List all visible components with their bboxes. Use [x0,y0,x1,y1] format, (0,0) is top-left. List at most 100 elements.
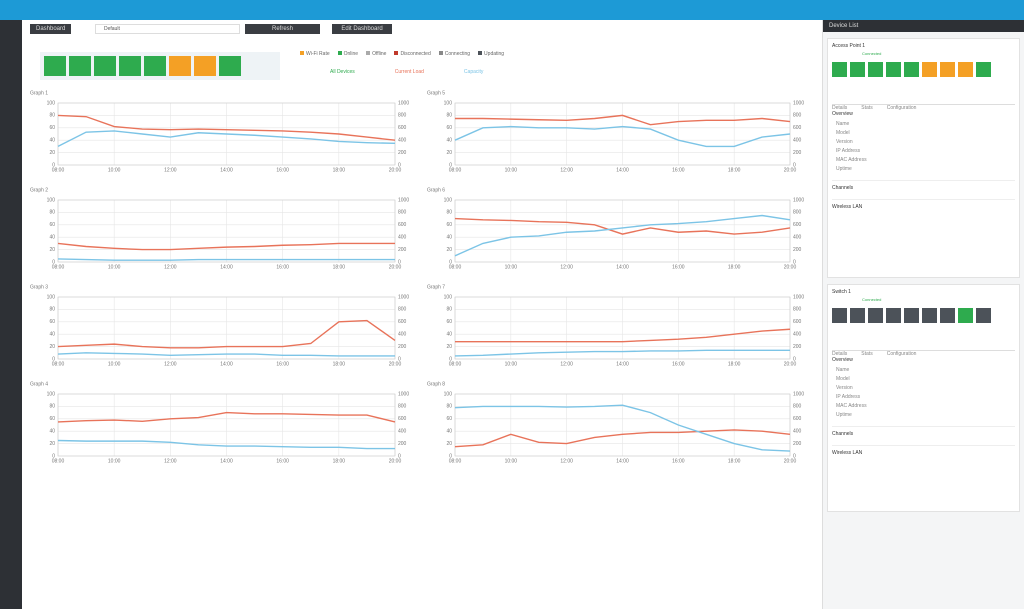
plot-frame [454,199,791,263]
y2-tick-label: 600 [398,319,407,325]
y-tick-label: 40 [446,138,452,144]
y-tick-label: 0 [449,259,452,265]
x-tick-label: 20:00 [389,458,402,464]
x-tick-label: 10:00 [505,361,518,367]
device-tabs: Details Stats Configuration [832,96,1015,111]
series-line [454,125,791,148]
x-tick-label: 18:00 [728,264,741,270]
y2-tick-label: 200 [793,150,802,156]
field-label: Uptime [836,412,852,418]
tab[interactable]: Details [832,105,848,111]
panel-title: Device List [823,20,1024,32]
x-tick-label: 10:00 [505,167,518,173]
x-tick-label: 12:00 [164,458,177,464]
legend-label: Updating [484,51,505,57]
x-tick-label: 14:00 [220,167,233,173]
y2-tick-label: 200 [398,344,407,350]
x-tick-label: 16:00 [672,458,685,464]
chart-legend-label: Capacity [463,69,484,75]
plot-frame [57,296,396,360]
chart-legend-label: All Devices [330,69,355,75]
field-label: Version [836,385,853,391]
y2-tick-label: 200 [793,344,802,350]
x-tick-label: 08:00 [449,361,462,367]
plot-frame [57,393,396,457]
x-tick-label: 08:00 [52,458,65,464]
y-tick-label: 20 [446,150,452,156]
y-tick-label: 80 [446,210,452,216]
y2-tick-label: 800 [793,210,802,216]
y-tick-label: 80 [49,307,55,313]
tab[interactable]: Details [832,351,848,357]
port-tile [868,308,883,323]
x-tick-label: 16:00 [672,167,685,173]
section-link[interactable]: Wireless LAN [832,445,1015,456]
chart-title: Graph 5 [427,90,445,96]
plot-frame [454,296,791,360]
tab[interactable]: Stats [861,351,873,357]
y2-tick-label: 400 [793,235,802,241]
y-tick-label: 0 [52,259,55,265]
legend-label: Wi-Fi Rate [306,51,330,57]
series-line [454,349,790,357]
y-tick-label: 20 [446,247,452,253]
y2-tick-label: 1000 [793,294,804,300]
y-tick-label: 0 [52,162,55,168]
section-link[interactable]: Channels [832,180,1015,191]
x-tick-label: 20:00 [784,264,797,270]
x-tick-label: 10:00 [505,264,518,270]
port-tile [904,62,919,77]
device-tabs: Details Stats Configuration [832,342,1015,357]
chart-legend-item: Capacity [464,69,483,75]
x-tick-label: 20:00 [389,264,402,270]
port-tile [958,308,973,323]
tab[interactable]: Stats [861,105,873,111]
y-tick-label: 80 [49,113,55,119]
sidebar [0,20,22,609]
tab[interactable]: Configuration [886,105,917,111]
chart-title: Graph 7 [427,284,445,290]
x-tick-label: 12:00 [164,167,177,173]
x-tick-label: 14:00 [220,458,233,464]
field-label: MAC Address [836,157,867,163]
status-legend: Wi-Fi Rate Online Offline Disconnected Conne… [300,42,512,60]
y-tick-label: 40 [49,332,55,338]
port-tile [922,308,937,323]
y-tick-label: 100 [444,391,453,397]
chart-legend: All Devices Current Load Capacity [330,60,523,78]
y-tick-label: 60 [446,125,452,131]
section-link[interactable]: Wireless LAN [832,199,1015,210]
y-tick-label: 0 [52,453,55,459]
section-title: Overview [832,111,853,117]
series-line [57,439,395,450]
section-link[interactable]: Channels [832,426,1015,437]
legend-label: Connecting [444,51,471,57]
chart-title: Graph 2 [30,187,48,193]
x-tick-label: 18:00 [728,167,741,173]
x-tick-label: 18:00 [333,264,346,270]
y2-tick-label: 1000 [398,197,409,203]
y-tick-label: 100 [444,294,453,300]
tab[interactable]: Configuration [886,351,917,357]
field-label: MAC Address [836,403,867,409]
y2-tick-label: 0 [793,259,796,265]
menu-button[interactable]: Dashboard [30,24,72,34]
x-tick-label: 16:00 [672,264,685,270]
y-tick-label: 0 [449,162,452,168]
y-tick-label: 0 [449,453,452,459]
y-tick-label: 100 [47,100,56,106]
legend-item: Updating [478,51,504,57]
site-select[interactable]: Default [95,24,240,34]
x-tick-label: 08:00 [449,458,462,464]
refresh-button[interactable]: Refresh [245,24,320,34]
y-tick-label: 20 [446,441,452,447]
y-tick-label: 60 [49,125,55,131]
y2-tick-label: 0 [398,259,401,265]
legend-label: Offline [372,51,387,57]
device-card: Access Point 1 Connected Details Stats Confi… [827,38,1020,278]
edit-button[interactable]: Edit Dashboard [332,24,392,34]
y2-tick-label: 400 [793,332,802,338]
x-tick-label: 10:00 [108,361,121,367]
series-line [57,114,396,141]
